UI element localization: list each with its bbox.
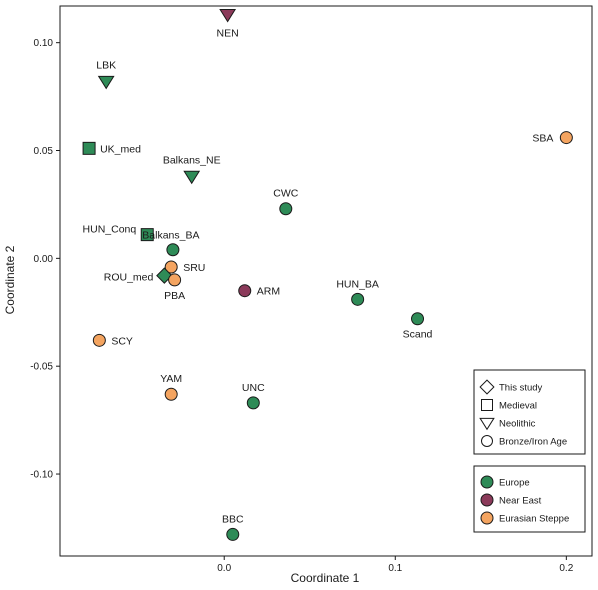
point-scand: Scand [403, 312, 433, 341]
y-axis-title: Coordinate 2 [3, 245, 17, 314]
point-label: Balkans_NE [163, 154, 221, 166]
y-tick-label: 0.05 [34, 146, 54, 157]
point-label: LBK [96, 59, 116, 71]
point-scy: SCY [92, 333, 133, 347]
point-marker [166, 243, 180, 257]
point-label: Scand [403, 329, 433, 341]
x-tick-label: 0.0 [217, 563, 231, 574]
point-marker [219, 9, 237, 23]
point-unc: UNC [242, 382, 265, 410]
point-marker [156, 267, 173, 284]
point-label: SCY [111, 335, 133, 347]
point-marker [226, 527, 240, 541]
legend-label: This study [499, 383, 543, 394]
point-marker [97, 75, 115, 90]
point-marker [351, 292, 365, 306]
point-lbk: LBK [96, 59, 116, 90]
legend-item: This study [479, 379, 543, 395]
legend-color-marker [480, 475, 494, 489]
x-axis: 0.0 0.1 0.2 [217, 556, 574, 574]
x-tick-label: 0.1 [388, 563, 402, 574]
point-arm: ARM [238, 284, 280, 298]
legend-item: Eurasian Steppe [480, 511, 569, 525]
point-marker [183, 170, 201, 185]
y-axis: 0.10 0.05 0.00 -0.05 -0.10 [30, 38, 60, 481]
point-balkans-ba: Balkans_BA [142, 230, 200, 257]
legend-label: Bronze/Iron Age [499, 437, 567, 448]
point-pba: PBA [164, 273, 185, 302]
point-marker [164, 387, 178, 401]
legend-shape-marker [481, 399, 493, 411]
point-marker [411, 312, 425, 326]
legend-item: Near East [480, 493, 542, 507]
point-sru: SRU [164, 260, 205, 274]
legend-color-marker [480, 493, 494, 507]
point-label: YAM [160, 373, 182, 385]
point-marker [82, 141, 96, 155]
legend-item: Neolithic [479, 417, 536, 431]
legend-label: Eurasian Steppe [499, 514, 569, 525]
point-label: UK_med [100, 143, 141, 155]
point-label: HUN_Conq [83, 224, 137, 236]
legend-color-marker [480, 511, 494, 525]
plot-frame [59, 5, 593, 557]
legend-label: Near East [499, 496, 542, 507]
point-marker [92, 333, 106, 347]
x-tick-label: 0.2 [559, 563, 573, 574]
point-marker [559, 131, 573, 145]
point-label: CWC [273, 188, 298, 200]
legend-label: Neolithic [499, 419, 536, 430]
y-tick-label: 0.00 [34, 254, 54, 265]
legend-regions: Europe Near East Eurasian Steppe [473, 465, 586, 533]
point-label: ROU_med [104, 272, 154, 284]
point-label: Balkans_BA [142, 230, 199, 242]
point-label: NEN [217, 28, 239, 40]
point-label: ARM [257, 286, 280, 298]
x-axis-title: Coordinate 1 [291, 571, 360, 585]
point-label: SRU [183, 262, 205, 274]
point-rou-med: ROU_med [104, 267, 173, 284]
legend-shape-marker [481, 435, 493, 447]
legend-shapes: This study Medieval Neolithic Bronze/Iron A… [473, 369, 586, 455]
y-tick-label: -0.10 [30, 470, 53, 481]
point-marker [246, 396, 260, 410]
point-hun-conq: HUN_Conq [83, 224, 154, 242]
point-label: SBA [532, 133, 553, 145]
data-points: NEN LBK UK_med Balkans_NE SBA CWC HUN_Conq Balk… [82, 9, 573, 541]
point-marker [238, 284, 252, 298]
y-tick-label: -0.05 [30, 362, 53, 373]
legend-shape-marker [479, 417, 495, 431]
point-hun-ba: HUN_BA [336, 278, 379, 306]
point-label: HUN_BA [336, 278, 379, 290]
legend-item: Europe [480, 475, 530, 489]
point-uk-med: UK_med [82, 141, 141, 155]
point-yam: YAM [160, 373, 182, 401]
legend-shape-marker [479, 379, 495, 395]
point-label: BBC [222, 513, 244, 525]
legend-item: Medieval [481, 399, 537, 412]
legend-label: Europe [499, 478, 530, 489]
point-sba: SBA [532, 131, 573, 145]
y-tick-label: 0.10 [34, 38, 54, 49]
point-marker [140, 228, 154, 242]
legend-item: Bronze/Iron Age [481, 435, 567, 448]
point-nen: NEN [217, 9, 239, 40]
point-bbc: BBC [222, 513, 244, 541]
point-label: UNC [242, 382, 265, 394]
point-cwc: CWC [273, 188, 299, 216]
legend-label: Medieval [499, 401, 537, 412]
point-marker [168, 273, 182, 287]
point-marker [164, 260, 178, 274]
point-marker [279, 202, 293, 216]
point-label: PBA [164, 290, 185, 302]
point-balkans-ne: Balkans_NE [163, 154, 221, 185]
